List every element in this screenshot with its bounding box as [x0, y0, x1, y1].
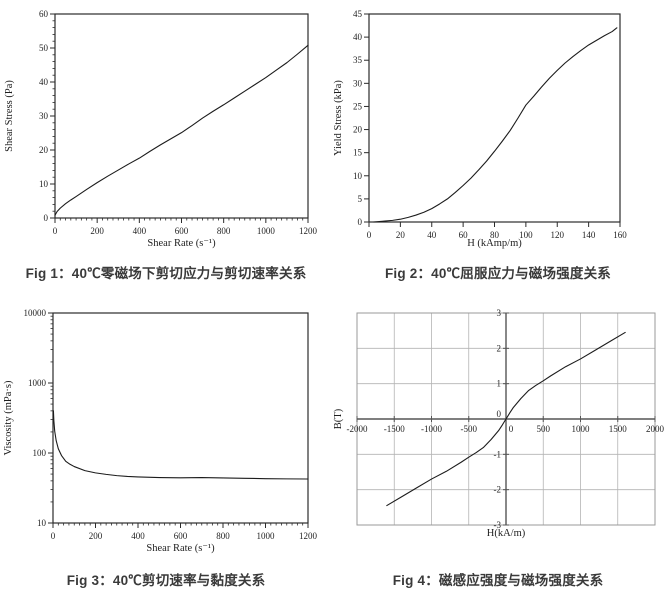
svg-text:-3: -3 [494, 520, 502, 530]
svg-text:100: 100 [519, 230, 533, 240]
svg-text:40: 40 [353, 32, 363, 42]
svg-text:0: 0 [51, 531, 56, 541]
svg-text:30: 30 [353, 78, 363, 88]
svg-text:20: 20 [353, 125, 363, 135]
svg-text:500: 500 [537, 424, 551, 434]
figure-3-caption: Fig 3：40℃剪切速率与黏度关系 [66, 573, 266, 588]
svg-text:5: 5 [358, 194, 363, 204]
svg-text:1000: 1000 [257, 531, 276, 541]
svg-text:-500: -500 [461, 424, 478, 434]
svg-text:0: 0 [367, 230, 372, 240]
shear-stress-vs-shear-rate-chart: 0 200 400 600 800 1000 1200 0 10 20 30 40 50 60 Shear … [4, 9, 318, 249]
svg-text:400: 400 [133, 226, 147, 236]
b-h-magnetization-chart: -2000 -1500 -1000 -500 0 500 1000 1500 2000 -3 -2 -… [333, 308, 664, 539]
figure-3: 0 200 400 600 800 1000 1200 10 100 1000 10000 Shear… [0, 301, 332, 601]
svg-text:1000: 1000 [28, 378, 47, 388]
svg-text:160: 160 [613, 230, 627, 240]
figure-2-caption: Fig 2：40℃屈服应力与磁场强度关系 [384, 266, 612, 281]
svg-text:10: 10 [353, 171, 363, 181]
svg-text:80: 80 [490, 230, 500, 240]
svg-text:20: 20 [39, 145, 49, 155]
svg-text:40: 40 [427, 230, 437, 240]
svg-text:1500: 1500 [609, 424, 628, 434]
svg-text:120: 120 [551, 230, 565, 240]
svg-text:-2: -2 [494, 485, 502, 495]
svg-text:10: 10 [39, 179, 49, 189]
svg-text:1000: 1000 [572, 424, 591, 434]
svg-text:1200: 1200 [299, 226, 318, 236]
figure-1: 0 200 400 600 800 1000 1200 0 10 20 30 40 50 60 Shear … [0, 0, 332, 301]
figure-2: 0 20 40 60 80 100 120 140 160 0 5 10 15 20 25 30 35 40 45 H… [332, 0, 664, 301]
svg-text:Shear Stress (Pa): Shear Stress (Pa) [4, 80, 15, 152]
svg-text:40: 40 [39, 77, 49, 87]
svg-text:3: 3 [497, 308, 502, 318]
svg-text:50: 50 [39, 43, 49, 53]
svg-text:1200: 1200 [299, 531, 318, 541]
svg-text:-1000: -1000 [421, 424, 442, 434]
figure-4: -2000 -1500 -1000 -500 0 500 1000 1500 2000 -3 -2 -… [332, 301, 664, 601]
svg-text:60: 60 [39, 9, 49, 19]
svg-text:0: 0 [497, 409, 502, 419]
svg-text:10: 10 [37, 518, 47, 528]
yield-stress-vs-field-chart: 0 20 40 60 80 100 120 140 160 0 5 10 15 20 25 30 35 40 45 H… [333, 9, 627, 249]
svg-text:Yield Stress (kPa): Yield Stress (kPa) [333, 80, 344, 156]
svg-text:0: 0 [509, 424, 514, 434]
svg-text:60: 60 [459, 230, 469, 240]
svg-text:-2000: -2000 [347, 424, 368, 434]
svg-text:200: 200 [89, 531, 103, 541]
svg-text:400: 400 [131, 531, 145, 541]
svg-text:35: 35 [353, 55, 363, 65]
figure-1-caption: Fig 1：40℃零磁场下剪切应力与剪切速率关系 [25, 266, 307, 281]
svg-text:15: 15 [353, 148, 363, 158]
svg-text:1000: 1000 [257, 226, 276, 236]
svg-text:600: 600 [174, 531, 188, 541]
svg-text:10000: 10000 [24, 308, 47, 318]
svg-text:0: 0 [53, 226, 58, 236]
svg-text:20: 20 [396, 230, 406, 240]
svg-text:800: 800 [216, 531, 230, 541]
svg-text:-1: -1 [494, 449, 502, 459]
svg-text:Shear Rate (s⁻¹): Shear Rate (s⁻¹) [147, 238, 216, 249]
svg-text:100: 100 [33, 448, 47, 458]
svg-text:H(kA/m): H(kA/m) [487, 528, 526, 539]
viscosity-vs-shear-rate-chart: 0 200 400 600 800 1000 1200 10 100 1000 10000 Shear… [3, 308, 318, 554]
svg-text:Shear Rate (s⁻¹): Shear Rate (s⁻¹) [146, 543, 215, 554]
svg-text:1: 1 [497, 379, 502, 389]
svg-text:H (kAmp/m): H (kAmp/m) [467, 238, 522, 249]
svg-text:30: 30 [39, 111, 49, 121]
svg-text:45: 45 [353, 9, 363, 19]
svg-text:B(T): B(T) [333, 408, 344, 429]
svg-text:600: 600 [175, 226, 189, 236]
svg-text:0: 0 [44, 213, 49, 223]
svg-text:Viscosity (mPa·s): Viscosity (mPa·s) [3, 380, 14, 455]
svg-text:0: 0 [358, 217, 363, 227]
svg-text:-1500: -1500 [384, 424, 405, 434]
svg-text:2000: 2000 [646, 424, 664, 434]
figure-4-caption: Fig 4：磁感应强度与磁场强度关系 [392, 573, 604, 588]
svg-text:140: 140 [582, 230, 596, 240]
svg-text:200: 200 [90, 226, 104, 236]
svg-text:25: 25 [353, 101, 363, 111]
svg-text:2: 2 [497, 343, 502, 353]
svg-text:800: 800 [217, 226, 231, 236]
